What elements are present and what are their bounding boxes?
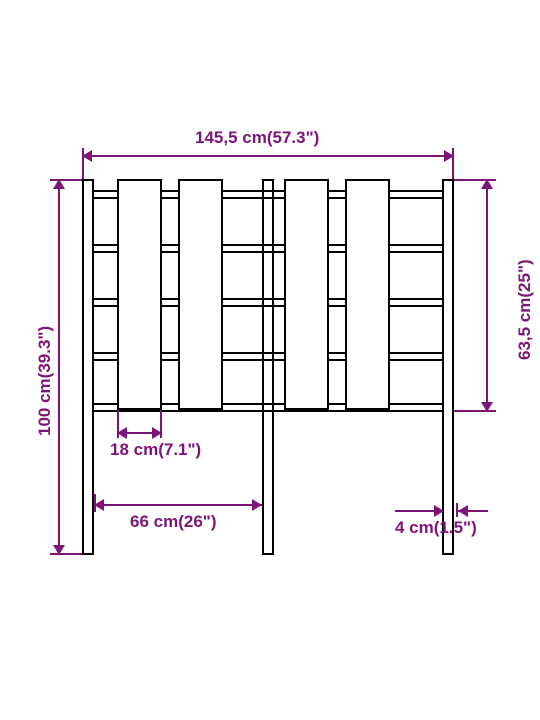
- arrow: [82, 150, 92, 162]
- arrow: [152, 427, 162, 439]
- label-top-width: 145,5 cm(57.3"): [195, 128, 319, 148]
- post-mid: [262, 179, 274, 555]
- arrow: [434, 505, 444, 517]
- slat: [117, 179, 162, 410]
- arrow: [117, 427, 127, 439]
- arrow: [252, 499, 262, 511]
- arrow: [458, 505, 468, 517]
- slat: [284, 179, 329, 410]
- dim-line-right: [486, 179, 488, 412]
- slat: [345, 179, 390, 410]
- dim-line-left: [58, 179, 60, 555]
- slat: [178, 179, 223, 410]
- diagram-stage: 145,5 cm(57.3") 100 cm(39.3") 63,5 cm(25…: [0, 0, 540, 720]
- rail: [94, 410, 442, 412]
- arrow: [53, 545, 65, 555]
- label-half-width: 66 cm(26"): [130, 512, 217, 532]
- dim-line-top: [82, 155, 454, 157]
- label-slat-width: 18 cm(7.1"): [110, 440, 201, 460]
- arrow: [53, 179, 65, 189]
- label-right-height: 63,5 cm(25"): [515, 259, 535, 360]
- label-depth: 4 cm(1.5"): [395, 518, 477, 538]
- label-left-height: 100 cm(39.3"): [35, 326, 55, 436]
- dim-line-half: [94, 504, 262, 506]
- arrow: [481, 402, 493, 412]
- arrow: [481, 179, 493, 189]
- post-left: [82, 179, 94, 555]
- post-right: [442, 179, 454, 555]
- arrow: [94, 499, 104, 511]
- arrow: [444, 150, 454, 162]
